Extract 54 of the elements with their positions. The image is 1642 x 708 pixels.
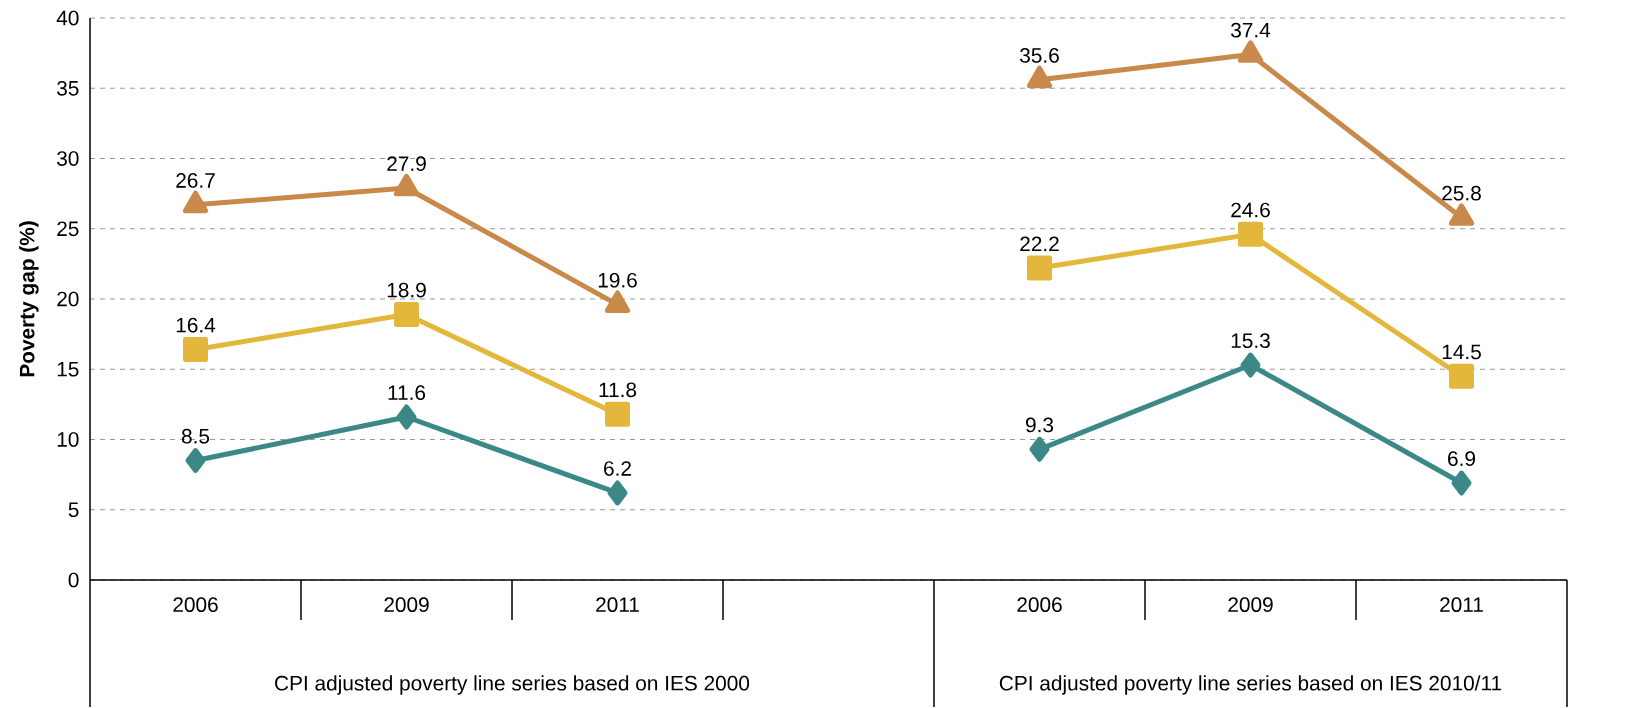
point (604, 290, 631, 314)
data-label: 9.3 (1025, 417, 1054, 433)
data-label: 22.2 (1020, 236, 1059, 252)
data-label: 11.8 (599, 382, 637, 398)
data-label: 27.9 (387, 156, 426, 172)
data-label: 16.4 (176, 317, 216, 333)
y-tick-label: 25 (57, 221, 79, 237)
y-tick-label: 5 (68, 502, 79, 518)
point (1449, 363, 1474, 389)
point (607, 480, 628, 506)
data-label: 6.9 (1448, 451, 1476, 467)
x-tick-label: 2011 (596, 597, 639, 613)
y-tick-label: 0 (68, 572, 79, 588)
point (1240, 352, 1261, 378)
data-label: 14.5 (1442, 344, 1481, 360)
data-label: 26.7 (176, 173, 215, 188)
data-label: 35.6 (1020, 48, 1059, 63)
point (1451, 470, 1472, 496)
point (605, 401, 631, 427)
text: CPI adjusted poverty line series based on IES 2000 (275, 675, 750, 695)
x-tick-label: 2009 (1228, 597, 1273, 613)
data-label: 37.4 (1231, 22, 1271, 38)
data-label: 19.6 (598, 273, 637, 288)
y-tick-label: 20 (57, 291, 79, 307)
point (1029, 436, 1050, 462)
data-label: 18.9 (387, 282, 426, 298)
x-tick-label: 2011 (1440, 597, 1483, 613)
data-label: 8.5 (181, 428, 210, 444)
point (1237, 40, 1264, 63)
point (1448, 203, 1475, 226)
point (393, 173, 420, 197)
data-label: 25.8 (1442, 185, 1481, 201)
y-tick-label: 40 (56, 10, 79, 26)
point (394, 302, 420, 328)
y-tick-label: 30 (57, 151, 79, 166)
point (185, 448, 206, 474)
data-label: 15.3 (1231, 333, 1270, 349)
data-label: 6.2 (604, 461, 631, 477)
x-tick-label: 2009 (384, 597, 429, 613)
point (182, 190, 209, 214)
y-tick-label: 35 (57, 81, 79, 96)
data-label: 11.6 (388, 385, 426, 401)
point (1026, 65, 1053, 89)
point (396, 404, 417, 430)
x-tick-label: 2006 (1017, 597, 1062, 613)
data-label: 24.6 (1231, 202, 1270, 218)
text: CPI adjusted poverty line series based on IES 2010/11 (999, 675, 1502, 695)
y-axis-title: Poverty gap (%) (19, 221, 39, 377)
point (183, 337, 209, 363)
point (1238, 221, 1263, 247)
y-tick-label: 10 (57, 432, 79, 447)
point (1027, 255, 1052, 281)
y-tick-label: 15 (57, 362, 79, 377)
x-tick-label: 2006 (173, 597, 218, 613)
